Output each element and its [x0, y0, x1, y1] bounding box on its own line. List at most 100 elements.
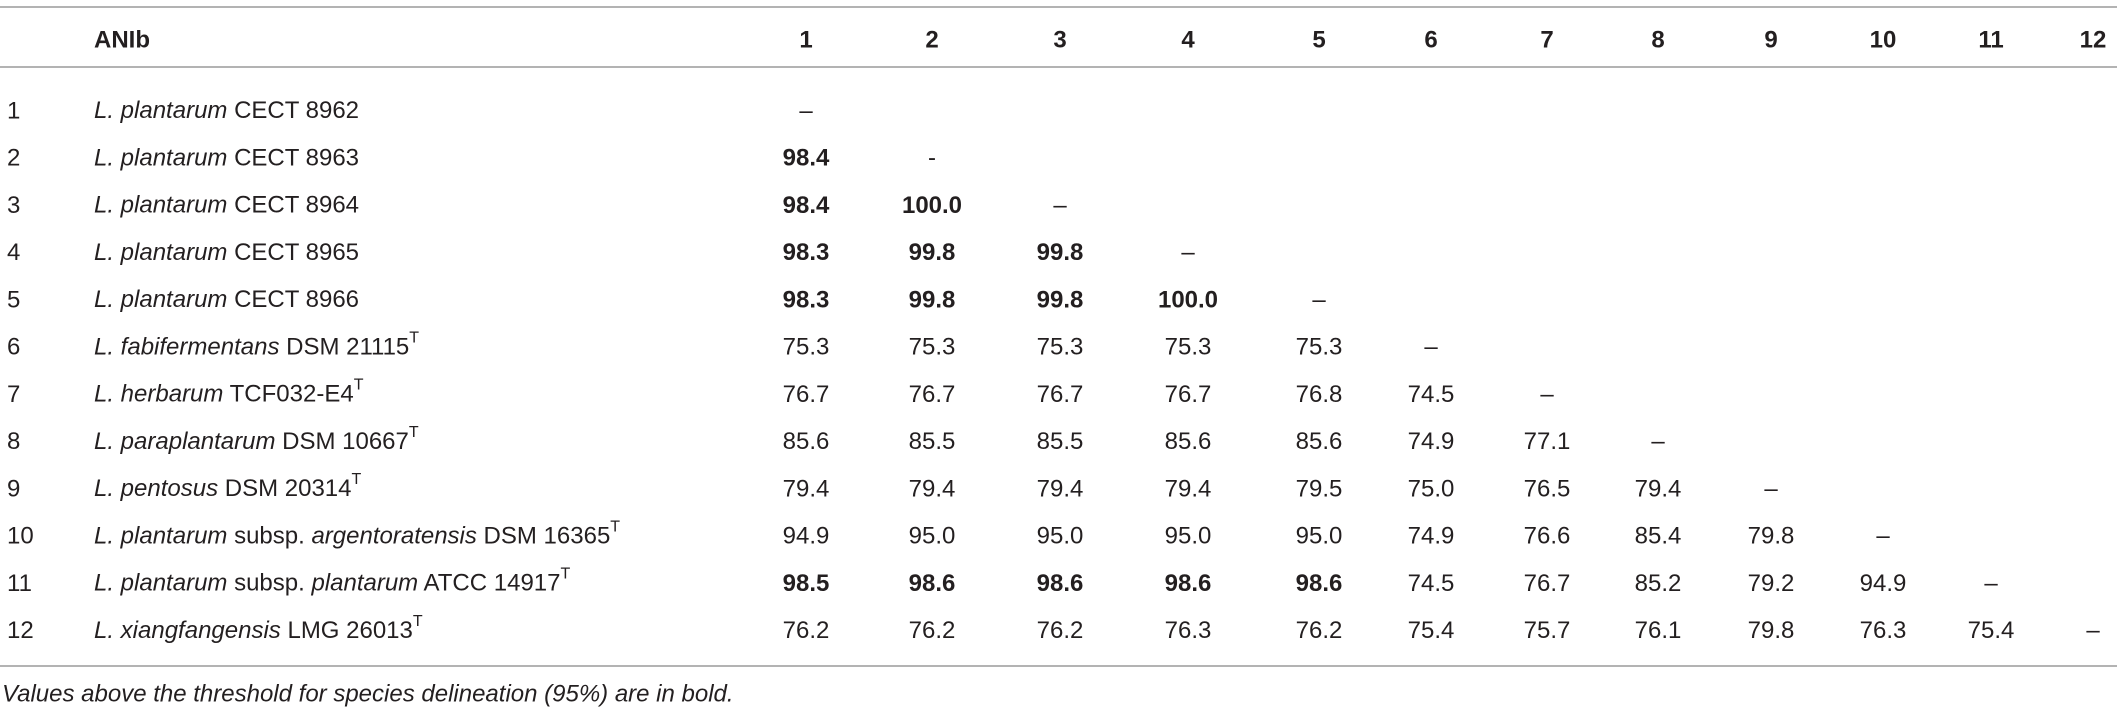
ani-value: 74.9 [1408, 523, 1455, 550]
column-header: 12 [2080, 26, 2107, 53]
ani-value: 98.4 [783, 192, 830, 219]
row-id: 1 [7, 97, 20, 124]
ani-value: 76.2 [783, 617, 830, 644]
type-strain: T [352, 471, 362, 488]
ani-value: 79.2 [1748, 570, 1795, 597]
name-part: CECT 8965 [227, 239, 359, 266]
name-part: L. plantarum [94, 523, 227, 550]
name-part: subsp. [227, 523, 311, 550]
ani-value: 79.4 [1635, 475, 1682, 502]
ani-value: 98.6 [1296, 570, 1343, 597]
column-header: 3 [1053, 26, 1066, 53]
ani-value: 99.8 [1037, 239, 1084, 266]
ani-value: 76.7 [1165, 381, 1212, 408]
ani-value: 85.6 [1165, 428, 1212, 455]
row-id: 9 [7, 475, 20, 502]
type-strain: T [561, 566, 571, 583]
ani-value: 99.8 [909, 239, 956, 266]
name-part: CECT 8962 [227, 97, 359, 124]
row-id: 12 [7, 617, 34, 644]
ani-value: 85.2 [1635, 570, 1682, 597]
ani-value: – [1312, 286, 1326, 313]
name-part: L. plantarum [94, 570, 227, 597]
ani-value: – [1181, 239, 1195, 266]
ani-value: – [1764, 475, 1778, 502]
ani-value: 98.5 [783, 570, 830, 597]
ani-value: 95.0 [909, 523, 956, 550]
row-id: 10 [7, 523, 34, 550]
ani-value: – [1540, 381, 1554, 408]
column-header: 4 [1181, 26, 1195, 53]
species-name: L. plantarum subsp. argentoratensis DSM … [94, 518, 620, 549]
name-part: L. plantarum [94, 145, 227, 172]
ani-value: 76.7 [909, 381, 956, 408]
ani-value: 85.6 [1296, 428, 1343, 455]
ani-value: 98.3 [783, 286, 830, 313]
ani-value: 75.7 [1524, 617, 1571, 644]
ani-value: 99.8 [1037, 286, 1084, 313]
ani-value: – [1053, 192, 1067, 219]
ani-value: 79.5 [1296, 475, 1343, 502]
ani-value: – [1876, 523, 1890, 550]
ani-value: 79.8 [1748, 523, 1795, 550]
ani-value: 98.6 [909, 570, 956, 597]
name-part: L. pentosus [94, 475, 218, 502]
ani-value: 95.0 [1037, 523, 1084, 550]
ani-value: 79.4 [783, 475, 830, 502]
species-name: L. xiangfangensis LMG 26013T [94, 613, 423, 644]
ani-value: 79.4 [909, 475, 956, 502]
ani-value: 76.7 [1037, 381, 1084, 408]
ani-value: 76.3 [1860, 617, 1907, 644]
row-id: 3 [7, 192, 20, 219]
ani-value: 98.6 [1037, 570, 1084, 597]
ani-value: 99.8 [909, 286, 956, 313]
ani-value: 75.4 [1408, 617, 1455, 644]
name-part: L. xiangfangensis [94, 617, 281, 644]
ani-value: 76.6 [1524, 523, 1571, 550]
row-id: 4 [7, 239, 20, 266]
name-part: DSM 16365 [477, 523, 610, 550]
column-header: 11 [1978, 26, 2003, 53]
ani-value: 79.4 [1165, 475, 1212, 502]
ani-value: 75.3 [783, 334, 830, 361]
row-id: 5 [7, 286, 20, 313]
ani-value: 75.3 [909, 334, 956, 361]
ani-value: 77.1 [1524, 428, 1571, 455]
row-id: 6 [7, 334, 20, 361]
column-header: 10 [1870, 26, 1897, 53]
species-name: L. plantarum CECT 8962 [94, 97, 359, 124]
ani-value: 74.5 [1408, 381, 1455, 408]
ani-value: 100.0 [902, 192, 962, 219]
type-strain: T [354, 377, 364, 394]
species-name: L. pentosus DSM 20314T [94, 471, 362, 502]
header-name: ANIb [94, 26, 150, 53]
ani-value: 98.3 [783, 239, 830, 266]
species-name: L. plantarum CECT 8964 [94, 192, 359, 219]
ani-value: 95.0 [1165, 523, 1212, 550]
ani-value: 75.0 [1408, 475, 1455, 502]
ani-value: 95.0 [1296, 523, 1343, 550]
ani-value: 98.4 [783, 145, 830, 172]
ani-value: 74.9 [1408, 428, 1455, 455]
column-header: 7 [1540, 26, 1553, 53]
row-id: 11 [7, 570, 32, 597]
column-header: 8 [1651, 26, 1664, 53]
row-id: 2 [7, 145, 20, 172]
ani-value: 76.2 [1037, 617, 1084, 644]
name-part: argentoratensis [311, 523, 476, 550]
ani-value: 76.1 [1635, 617, 1682, 644]
name-part: L. plantarum [94, 192, 227, 219]
ani-value: 94.9 [1860, 570, 1907, 597]
ani-value: 75.3 [1296, 334, 1343, 361]
species-name: L. plantarum subsp. plantarum ATCC 14917… [94, 566, 571, 597]
ani-value: – [1651, 428, 1665, 455]
species-name: L. fabifermentans DSM 21115T [94, 329, 419, 360]
row-id: 8 [7, 428, 20, 455]
ani-value: 85.6 [783, 428, 830, 455]
ani-value: 94.9 [783, 523, 830, 550]
type-strain: T [413, 613, 423, 630]
name-part: CECT 8964 [227, 192, 359, 219]
name-part: plantarum [310, 570, 418, 597]
ani-value: 76.2 [1296, 617, 1343, 644]
